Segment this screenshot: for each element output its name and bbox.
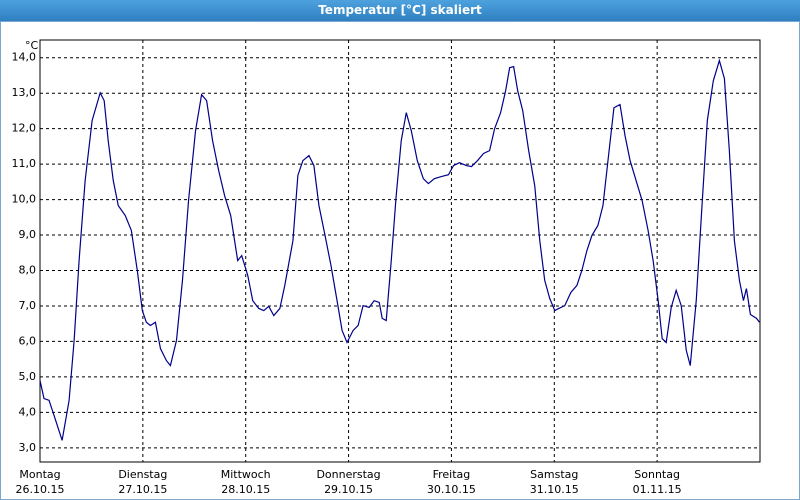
y-tick-label: 8,0 xyxy=(19,264,37,277)
y-tick-label: 14,0 xyxy=(12,51,37,64)
x-tick-label: Samstag 31.10.15 xyxy=(529,468,579,496)
y-tick-label: 5,0 xyxy=(19,370,37,383)
y-tick-label: 10,0 xyxy=(12,193,37,206)
y-tick-label: 12,0 xyxy=(12,122,37,135)
x-tick-label: Freitag 30.10.15 xyxy=(426,468,476,496)
x-tick-label: Sonntag 01.11.15 xyxy=(632,468,682,496)
temperature-line xyxy=(39,58,760,441)
plot-border xyxy=(39,39,761,463)
x-tick-label: Mittwoch 28.10.15 xyxy=(220,468,271,496)
y-tick-label: 7,0 xyxy=(19,299,37,312)
title-bar: Temperatur [°C] skaliert xyxy=(0,0,800,21)
y-tick-label: 9,0 xyxy=(19,228,37,241)
y-tick-label: 6,0 xyxy=(19,334,37,347)
x-tick-label: Montag 26.10.15 xyxy=(15,468,65,496)
y-tick-label: 3,0 xyxy=(19,441,37,454)
y-unit: °C xyxy=(25,39,39,52)
x-tick-label: Dienstag 27.10.15 xyxy=(118,468,168,496)
x-tick-label: Donnerstag 29.10.15 xyxy=(316,468,381,496)
y-tick-label: 4,0 xyxy=(19,405,37,418)
y-tick-label: 11,0 xyxy=(12,157,37,170)
y-tick-label: 13,0 xyxy=(12,86,37,99)
